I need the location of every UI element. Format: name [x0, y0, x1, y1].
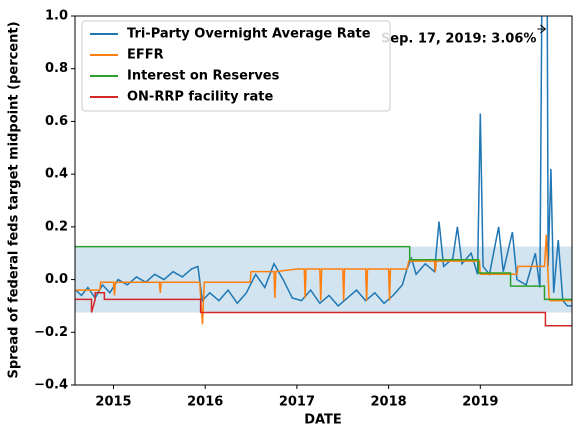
y-axis-label: Spread of federal feds target midpoint (…: [7, 21, 22, 378]
y-tick-label: −0.4: [34, 378, 68, 393]
y-tick-label: 0.0: [45, 272, 68, 287]
x-tick-label: 2019: [462, 395, 498, 410]
x-tick-label: 2016: [187, 395, 223, 410]
x-tick-label: 2017: [279, 395, 315, 410]
x-tick-label: 2018: [371, 395, 407, 410]
legend-label: Interest on Reserves: [127, 69, 280, 84]
y-tick-label: −0.2: [34, 325, 68, 340]
y-tick-label: 0.6: [45, 114, 68, 129]
annotation-arrowhead: [540, 24, 547, 34]
plot-frame: [74, 15, 573, 386]
legend-label: EFFR: [127, 48, 164, 63]
line-series: [75, 292, 572, 327]
legend-label: Tri-Party Overnight Average Rate: [127, 27, 371, 42]
x-axis-label: DATE: [304, 413, 342, 428]
annotation: Sep. 17, 2019: 3.06%: [381, 32, 537, 47]
y-tick-label: 0.2: [45, 219, 68, 234]
line-series: [75, 245, 572, 301]
plot-lines: [75, 16, 572, 327]
y-tick-label: 1.0: [45, 9, 68, 24]
x-tick-label: 2015: [95, 395, 131, 410]
shaded-range: [75, 246, 572, 313]
y-tick-label: 0.8: [45, 61, 68, 76]
legend: Tri-Party Overnight Average Rate EFFR Inte…: [81, 20, 391, 112]
line-series: [75, 234, 572, 325]
legend-label: ON-RRP facility rate: [127, 90, 274, 105]
legend-box: [81, 20, 391, 112]
y-tick-label: 0.4: [45, 167, 68, 182]
line-series: [75, 16, 572, 307]
